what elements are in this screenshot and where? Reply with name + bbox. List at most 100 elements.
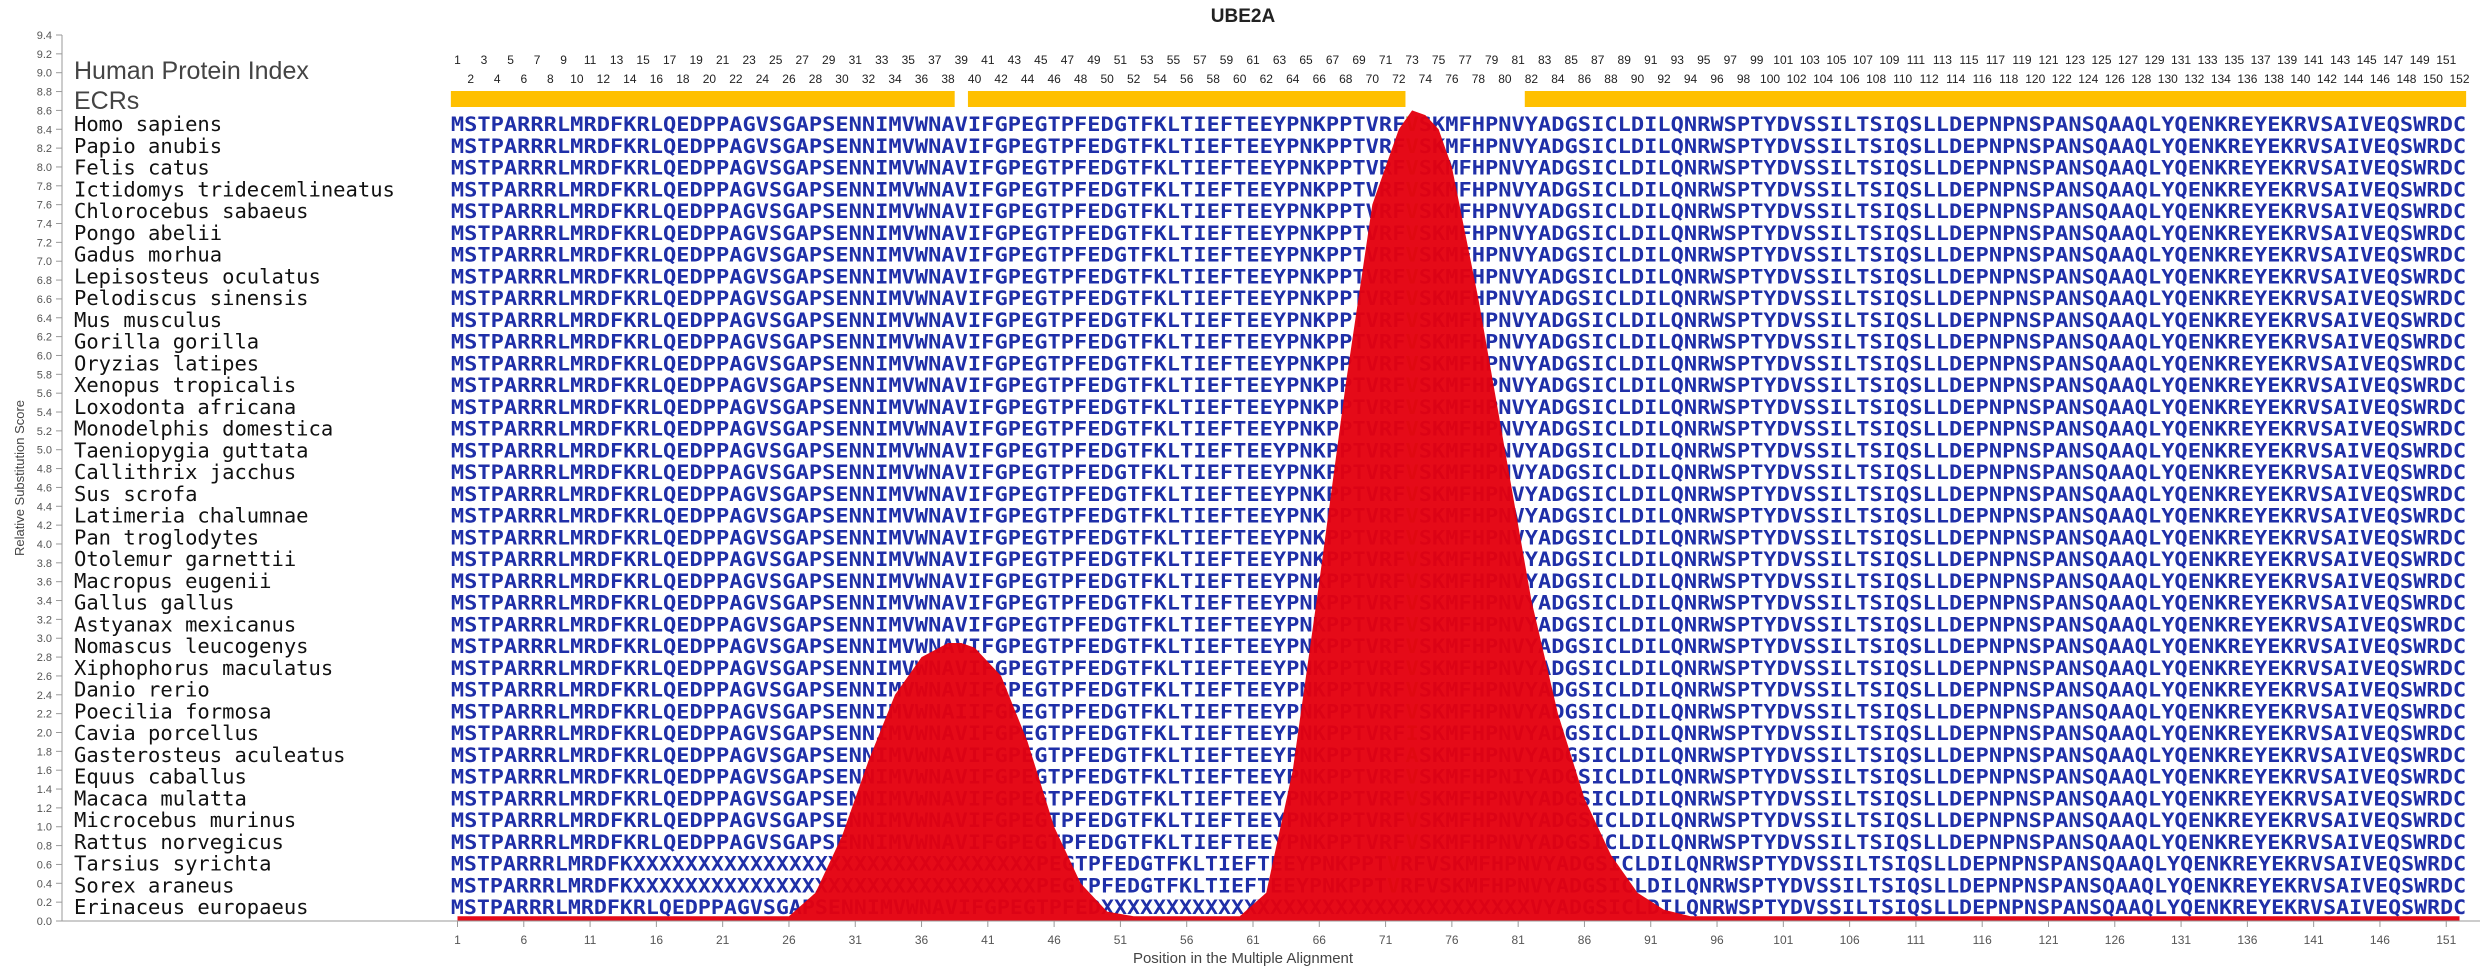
y-tick-label: 4.4: [37, 501, 52, 513]
x-tick-label: 51: [1114, 933, 1128, 947]
index-number: 73: [1405, 53, 1419, 67]
index-number: 59: [1220, 53, 1234, 67]
index-number: 70: [1366, 72, 1380, 86]
index-number: 5: [507, 53, 514, 67]
index-number: 126: [2105, 72, 2125, 86]
species-name: Otolemur garnettii: [74, 547, 296, 571]
index-number: 4: [494, 72, 501, 86]
species-name: Pongo abelii: [74, 221, 222, 245]
y-tick-label: 5.2: [37, 426, 52, 438]
x-tick-label: 81: [1511, 933, 1525, 947]
index-number: 78: [1472, 72, 1486, 86]
species-name: Sus scrofa: [74, 482, 197, 506]
index-number: 96: [1710, 72, 1724, 86]
x-tick-label: 76: [1445, 933, 1459, 947]
y-tick-label: 4.2: [37, 520, 52, 532]
human-protein-index-label: Human Protein Index: [74, 57, 309, 85]
y-tick-label: 2.2: [37, 709, 52, 721]
species-name: Nomascus leucogenys: [74, 634, 309, 658]
y-tick-label: 1.8: [37, 746, 52, 758]
x-tick-label: 16: [650, 933, 664, 947]
x-tick-label: 46: [1047, 933, 1061, 947]
x-tick-label: 11: [584, 933, 597, 947]
index-number: 131: [2171, 53, 2191, 67]
index-number: 103: [1800, 53, 1820, 67]
index-number: 109: [1879, 53, 1899, 67]
index-number: 72: [1392, 72, 1406, 86]
y-axis-ticks: 0.0 0.2 0.4 0.6 0.8 1.0 1.2 1.4 1.6 1.8 2.0 2.2 2.4 2…: [37, 30, 62, 928]
x-tick-label: 146: [2370, 933, 2390, 947]
x-tick-label: 151: [2436, 933, 2456, 947]
x-tick-label: 36: [915, 933, 929, 947]
index-number: 121: [2038, 53, 2058, 67]
index-number: 58: [1207, 72, 1221, 86]
alignment-row: MSTPARRRLMRDFKRLQEDPPAGVSGAPSENNIMVWNAVI…: [451, 178, 2466, 201]
index-number: 141: [2304, 53, 2324, 67]
species-name: Poecilia formosa: [74, 699, 271, 723]
y-tick-label: 7.4: [37, 219, 52, 231]
alignment-row: MSTPARRRLMRDFKRLQEDPPAGVSGAPSENNIMVWNAVI…: [451, 331, 2466, 354]
y-tick-label: 9.0: [37, 68, 52, 80]
index-number: 37: [928, 53, 942, 67]
species-name: Macropus eugenii: [74, 569, 271, 593]
index-number: 123: [2065, 53, 2085, 67]
index-number: 107: [1853, 53, 1873, 67]
species-name: Lepisosteus oculatus: [74, 264, 321, 288]
species-name: Monodelphis domestica: [74, 417, 333, 441]
index-number: 127: [2118, 53, 2138, 67]
y-tick-label: 2.6: [37, 671, 52, 683]
index-number: 47: [1061, 53, 1075, 67]
species-name: Homo sapiens: [74, 112, 222, 136]
y-tick-label: 1.0: [37, 822, 52, 834]
index-number: 7: [534, 53, 541, 67]
y-tick-label: 3.6: [37, 577, 52, 589]
index-number: 62: [1260, 72, 1274, 86]
species-name: Sorex araneus: [74, 873, 234, 897]
index-number: 67: [1326, 53, 1340, 67]
alignment-row: MSTPARRRLMRDFKRLQEDPPAGVSGAPSENNIMVWNAVI…: [451, 635, 2466, 658]
index-number: 50: [1100, 72, 1114, 86]
index-number: 51: [1114, 53, 1128, 67]
y-tick-label: 6.2: [37, 332, 52, 344]
index-number: 43: [1008, 53, 1022, 67]
index-number: 19: [689, 53, 703, 67]
index-number: 93: [1671, 53, 1685, 67]
y-tick-label: 8.0: [37, 162, 52, 174]
x-tick-label: 86: [1578, 933, 1592, 947]
index-number: 110: [1893, 72, 1912, 86]
y-tick-label: 4.6: [37, 482, 52, 494]
index-number: 122: [2052, 72, 2072, 86]
index-number: 89: [1618, 53, 1632, 67]
index-number: 132: [2184, 72, 2204, 86]
alignment-row: MSTPARRRLMRDFKRLQEDPPAGVSGAPSENNIMVWNAVI…: [451, 135, 2466, 158]
y-tick-label: 0.8: [37, 841, 52, 853]
index-number: 29: [822, 53, 836, 67]
species-name: Callithrix jacchus: [74, 460, 296, 484]
y-tick-label: 9.4: [37, 30, 52, 42]
index-number: 52: [1127, 72, 1141, 86]
index-number: 30: [835, 72, 849, 86]
y-tick-label: 6.0: [37, 350, 52, 362]
index-number: 79: [1485, 53, 1499, 67]
y-tick-label: 7.0: [37, 256, 52, 268]
index-number: 60: [1233, 72, 1247, 86]
index-number: 28: [809, 72, 823, 86]
x-axis-ticks: 1 6 11 16 21 26 31 36 41 46 51 56 61 66 71 76 81 86 91 96 10…: [454, 921, 2457, 947]
y-tick-label: 7.2: [37, 237, 52, 249]
index-number: 46: [1047, 72, 1061, 86]
alignment-row: MSTPARRRLMRDFKRLQEDPPAGVSGAPSENNIMVWNAVI…: [451, 744, 2466, 767]
y-tick-label: 3.4: [37, 596, 52, 608]
y-tick-label: 1.2: [37, 803, 52, 815]
species-name: Papio anubis: [74, 134, 222, 158]
index-number: 112: [1920, 72, 1939, 86]
index-number: 54: [1154, 72, 1168, 86]
species-name: Loxodonta africana: [74, 395, 296, 419]
y-tick-label: 9.2: [37, 49, 52, 61]
index-number: 135: [2224, 53, 2244, 67]
index-number: 16: [650, 72, 664, 86]
y-tick-label: 8.2: [37, 143, 52, 155]
index-number: 86: [1578, 72, 1592, 86]
species-name: Felis catus: [74, 156, 210, 180]
index-number: 15: [636, 53, 650, 67]
index-number: 128: [2131, 72, 2151, 86]
